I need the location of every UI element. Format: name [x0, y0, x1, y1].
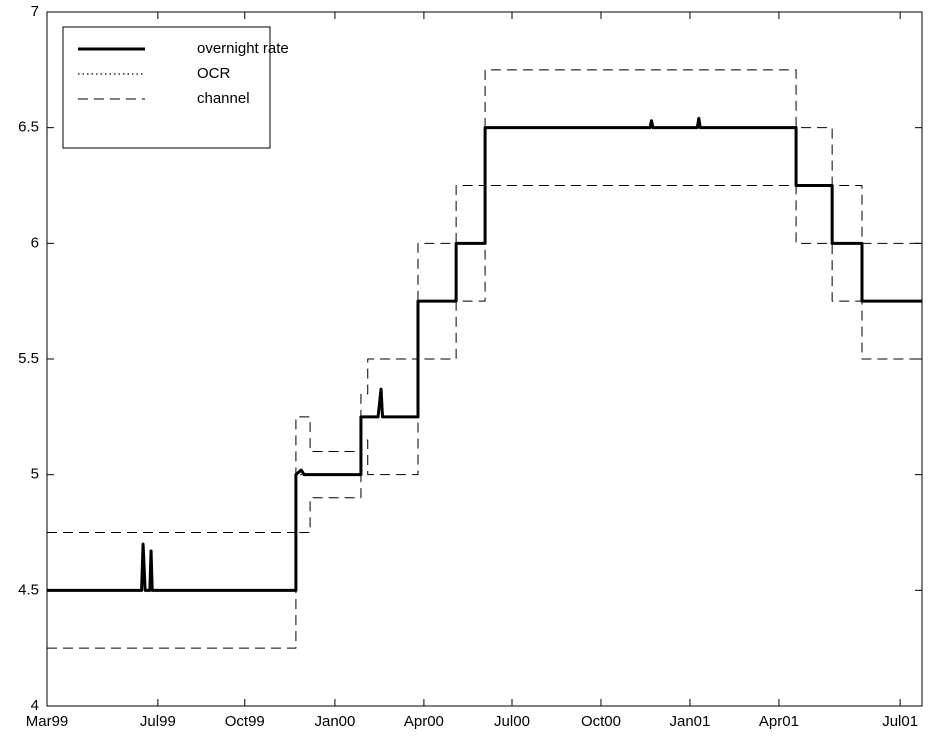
series-line — [47, 116, 922, 592]
y-tick-label: 7 — [31, 3, 39, 20]
y-tick-label: 6 — [31, 234, 39, 251]
x-tick-label: Oct99 — [225, 713, 265, 730]
x-tick-label: Jan01 — [670, 713, 711, 730]
x-tick-label: Oct00 — [581, 713, 621, 730]
x-tick-label: Jul99 — [140, 713, 176, 730]
x-tick-label: Apr00 — [404, 713, 444, 730]
y-tick-label: 4.5 — [18, 581, 39, 598]
x-tick-label: Jul00 — [494, 713, 530, 730]
y-tick-label: 4 — [31, 697, 39, 714]
y-tick-label: 6.5 — [18, 119, 39, 136]
x-tick-label: Jul01 — [882, 713, 918, 730]
legend-label: OCR — [197, 65, 231, 82]
x-tick-label: Mar99 — [26, 713, 69, 730]
y-tick-label: 5.5 — [18, 350, 39, 367]
legend-box — [62, 26, 271, 149]
y-tick-label: 5 — [31, 466, 39, 483]
x-tick-label: Apr01 — [759, 713, 799, 730]
legend-label: overnight rate — [197, 40, 289, 57]
x-tick-label: Jan00 — [314, 713, 355, 730]
legend-label: channel — [197, 90, 250, 107]
